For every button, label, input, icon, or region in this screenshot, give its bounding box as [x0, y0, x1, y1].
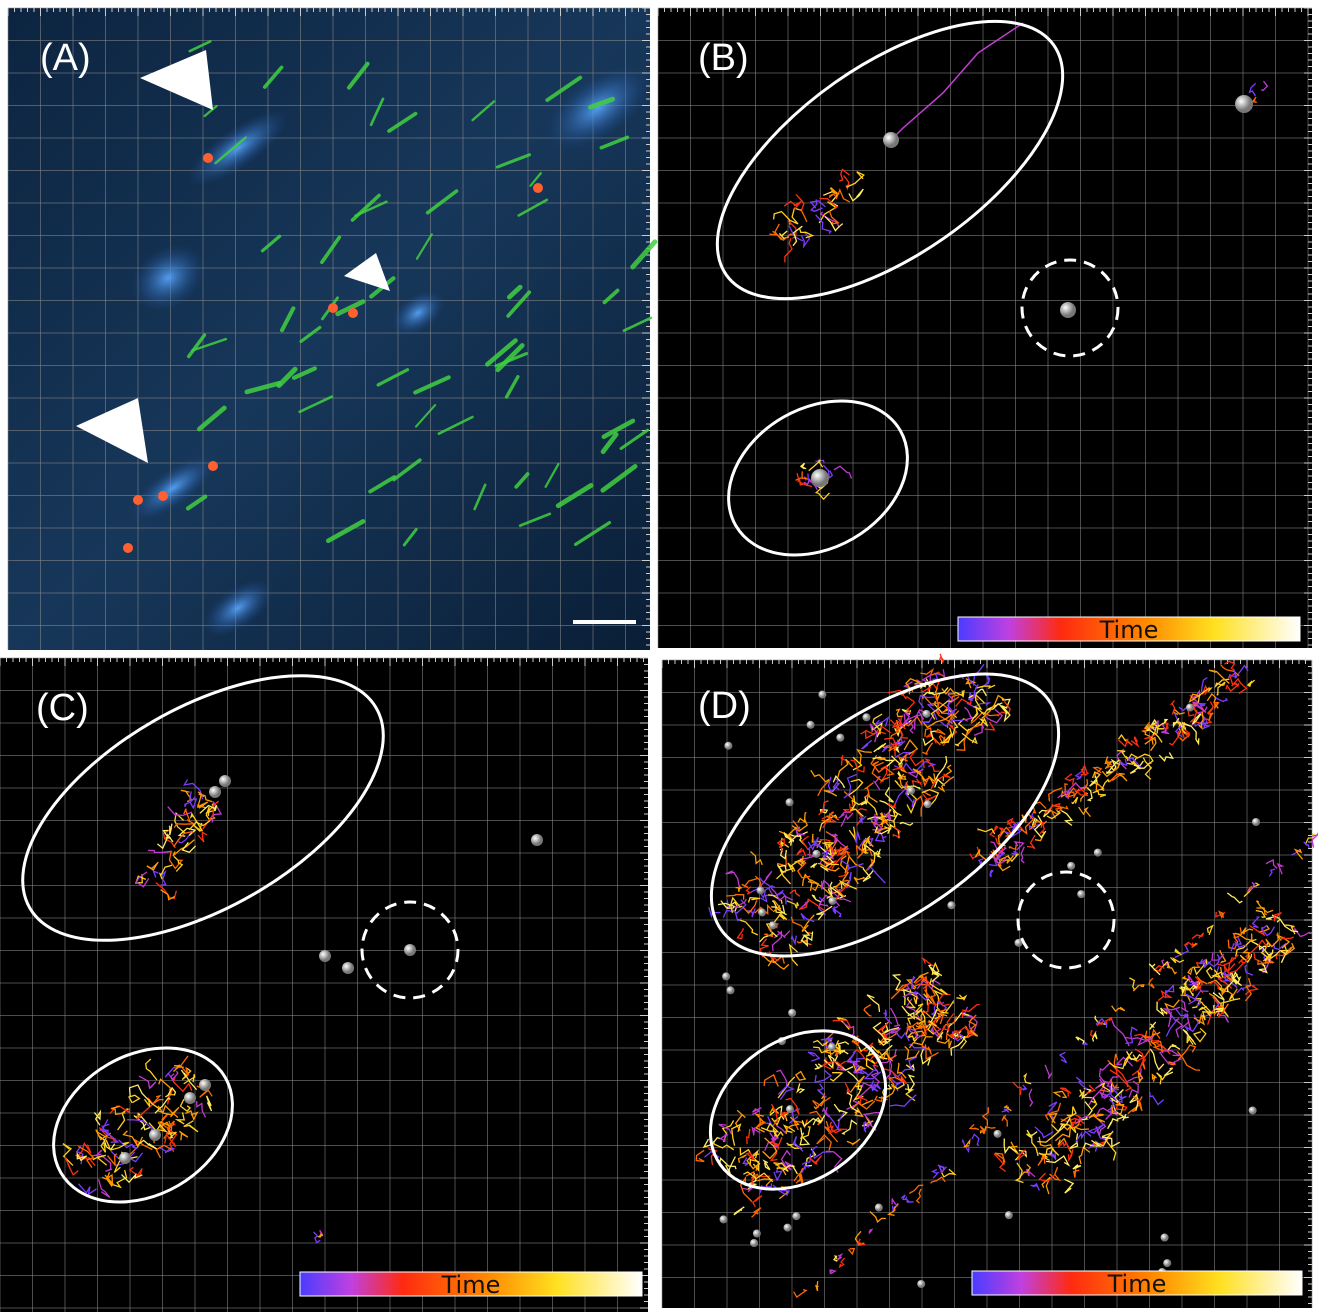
cell-sphere — [994, 1130, 1002, 1138]
red-signal — [208, 461, 218, 471]
cell-sphere — [917, 1280, 925, 1288]
cell-sphere — [792, 1212, 800, 1220]
panel-c: (C) Time — [0, 621, 648, 1312]
cell-sphere — [1252, 818, 1260, 826]
cell-sphere — [209, 786, 221, 798]
cell-sphere — [907, 787, 915, 795]
cell-sphere — [836, 734, 844, 742]
panel-background — [8, 8, 650, 650]
panel-label: (A) — [40, 37, 91, 79]
cell-sphere — [724, 742, 732, 750]
cell-sphere — [1163, 1259, 1171, 1267]
cell-sphere — [769, 921, 777, 929]
cell-sphere — [828, 1043, 836, 1051]
cell-sphere — [818, 691, 826, 699]
cell-sphere — [726, 986, 734, 994]
cell-sphere — [342, 962, 354, 974]
cell-sphere — [811, 469, 829, 487]
cell-sphere — [1235, 95, 1253, 113]
cell-sphere — [786, 798, 794, 806]
cell-sphere — [753, 1230, 761, 1238]
panel-b: (B) Time — [658, 0, 1312, 648]
red-signal — [158, 491, 168, 501]
page: {"panels": [ {"label": "(A)"}, {"label":… — [0, 0, 1318, 1312]
red-signal — [203, 153, 213, 163]
cell-sphere — [862, 713, 870, 721]
cell-sphere — [1067, 862, 1075, 870]
cell-sphere — [750, 1239, 758, 1247]
cell-sphere — [807, 721, 815, 729]
panel-label: (B) — [698, 37, 749, 79]
cell-sphere — [875, 1204, 883, 1212]
panel-label: (C) — [36, 687, 89, 729]
red-signal — [328, 303, 338, 313]
figure: (A) (B) Time (C) Time (D) Time — [0, 0, 1318, 1312]
cell-sphere — [149, 1129, 161, 1141]
colorbar-label: Time — [1099, 616, 1159, 644]
colorbar-label: Time — [1107, 1270, 1167, 1298]
cell-sphere — [1094, 849, 1102, 857]
cell-sphere — [812, 850, 820, 858]
cell-sphere — [788, 1009, 796, 1017]
cell-sphere — [924, 800, 932, 808]
cell-sphere — [828, 897, 836, 905]
cell-sphere — [1161, 1234, 1169, 1242]
cell-sphere — [404, 944, 416, 956]
cell-sphere — [1249, 1106, 1257, 1114]
colorbar-label: Time — [441, 1271, 501, 1299]
cell-sphere — [757, 886, 765, 894]
cell-sphere — [786, 1105, 794, 1113]
cell-sphere — [219, 775, 231, 787]
red-signal — [123, 543, 133, 553]
red-signal — [133, 495, 143, 505]
cell-sphere — [1005, 1211, 1013, 1219]
cell-sphere — [722, 972, 730, 980]
panel-d: (D) Time — [662, 618, 1318, 1308]
cell-sphere — [531, 834, 543, 846]
panel-background — [658, 8, 1312, 648]
panel-a: (A) — [8, 8, 664, 650]
cell-sphere — [923, 710, 931, 718]
cell-sphere — [184, 1092, 196, 1104]
cell-sphere — [319, 950, 331, 962]
cell-sphere — [1060, 302, 1076, 318]
cell-sphere — [947, 901, 955, 909]
cell-sphere — [883, 132, 899, 148]
cell-sphere — [119, 1152, 131, 1164]
cell-sphere — [758, 908, 766, 916]
cell-sphere — [199, 1079, 211, 1091]
red-signal — [533, 183, 543, 193]
cell-sphere — [720, 1215, 728, 1223]
panel-label: (D) — [698, 685, 751, 727]
cell-sphere — [1077, 890, 1085, 898]
cell-sphere — [1186, 704, 1194, 712]
red-signal — [348, 308, 358, 318]
cell-sphere — [784, 1224, 792, 1232]
